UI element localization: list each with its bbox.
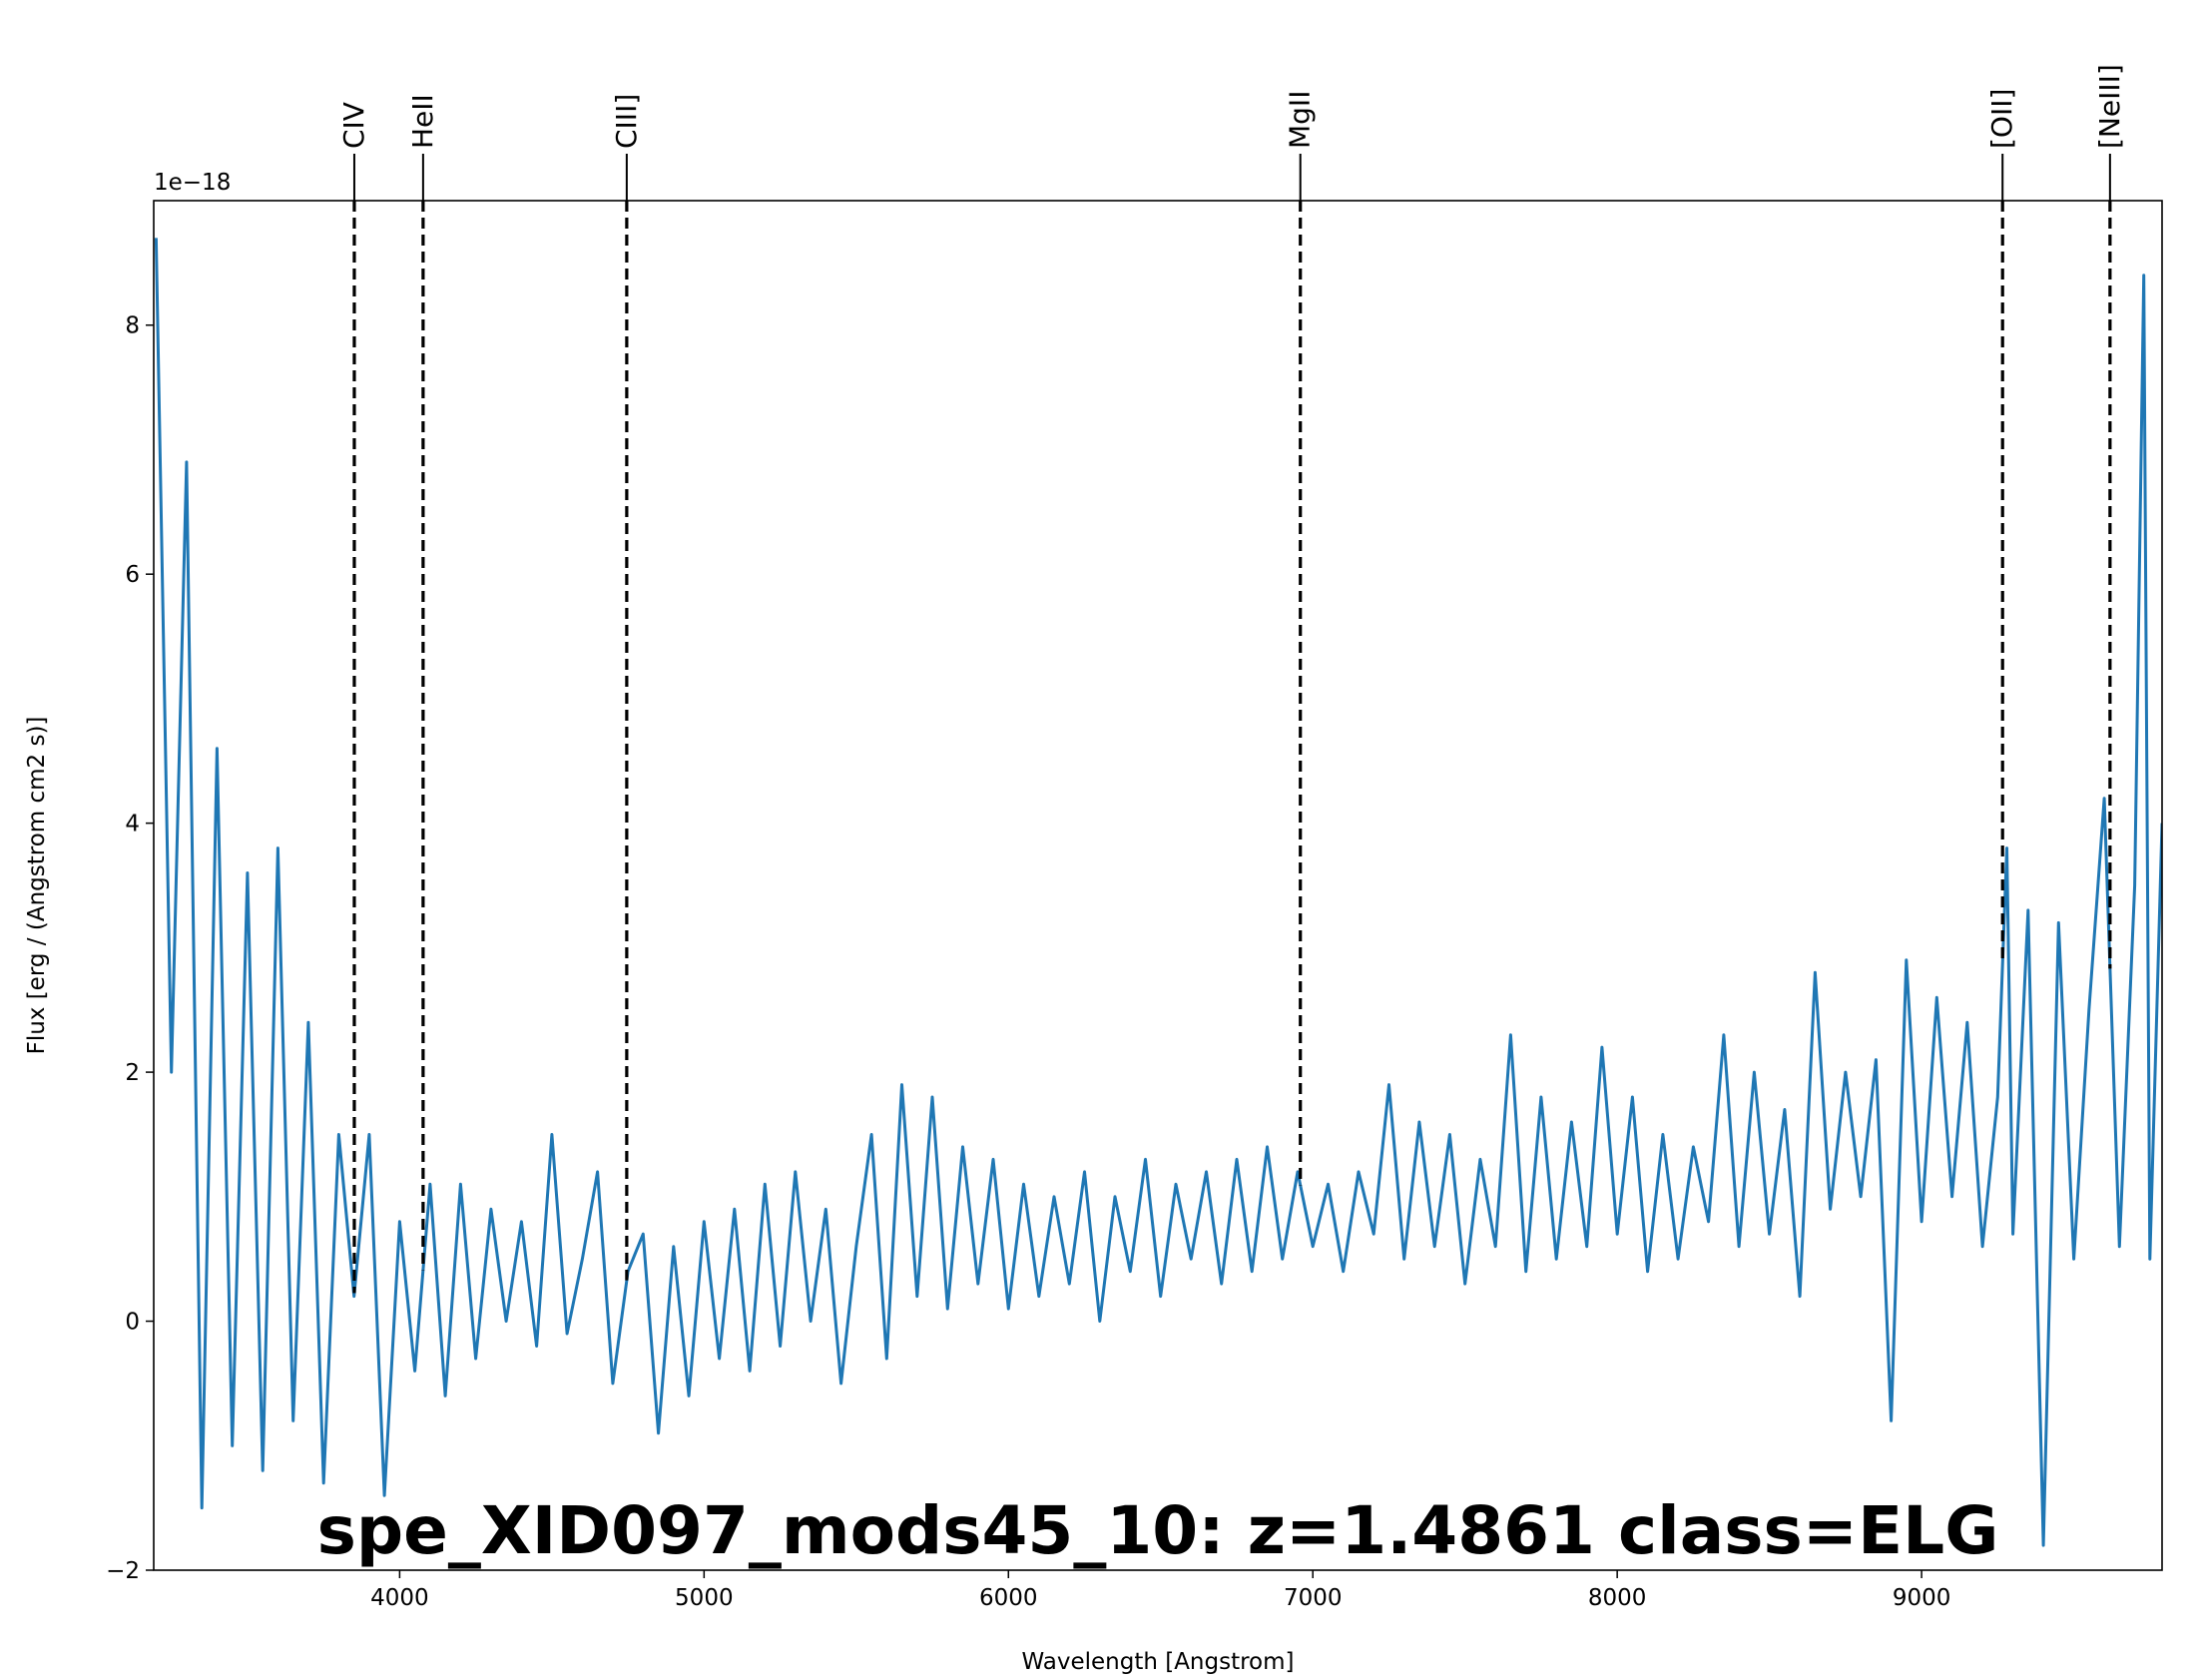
spectrum-line xyxy=(154,238,2162,1547)
x-axis-label: Wavelength [Angstrom] xyxy=(1021,1649,1294,1675)
y-offset-label: 1e−18 xyxy=(154,170,231,196)
chart-title: spe_XID097_mods45_10: z=1.4861 class=ELG xyxy=(317,1492,1999,1569)
x-tick-label: 9000 xyxy=(1893,1585,1951,1611)
y-tick-label: 0 xyxy=(125,1310,140,1336)
emission-line-label: CIII] xyxy=(610,94,643,149)
y-tick-label: 2 xyxy=(125,1060,140,1086)
x-tick-label: 5000 xyxy=(675,1585,734,1611)
x-tick-label: 8000 xyxy=(1588,1585,1647,1611)
plot-area xyxy=(154,238,2162,1547)
y-tick-label: −2 xyxy=(106,1558,140,1584)
x-tick-label: 7000 xyxy=(1284,1585,1343,1611)
plot-frame xyxy=(153,200,2163,1571)
y-tick-label: 8 xyxy=(125,313,140,339)
emission-line-label: [OII] xyxy=(1985,89,2018,149)
emission-line-label: MgII xyxy=(1284,91,1317,149)
x-tick-label: 4000 xyxy=(370,1585,429,1611)
x-tick-label: 6000 xyxy=(979,1585,1038,1611)
emission-line-label: CIV xyxy=(337,102,370,149)
y-axis-label: Flux [erg / (Angstrom cm2 s)] xyxy=(24,717,50,1055)
y-tick-label: 6 xyxy=(125,562,140,588)
emission-line-label: [NeIII] xyxy=(2093,64,2126,149)
y-tick-label: 4 xyxy=(125,812,140,838)
emission-line-label: HeII xyxy=(406,94,439,149)
